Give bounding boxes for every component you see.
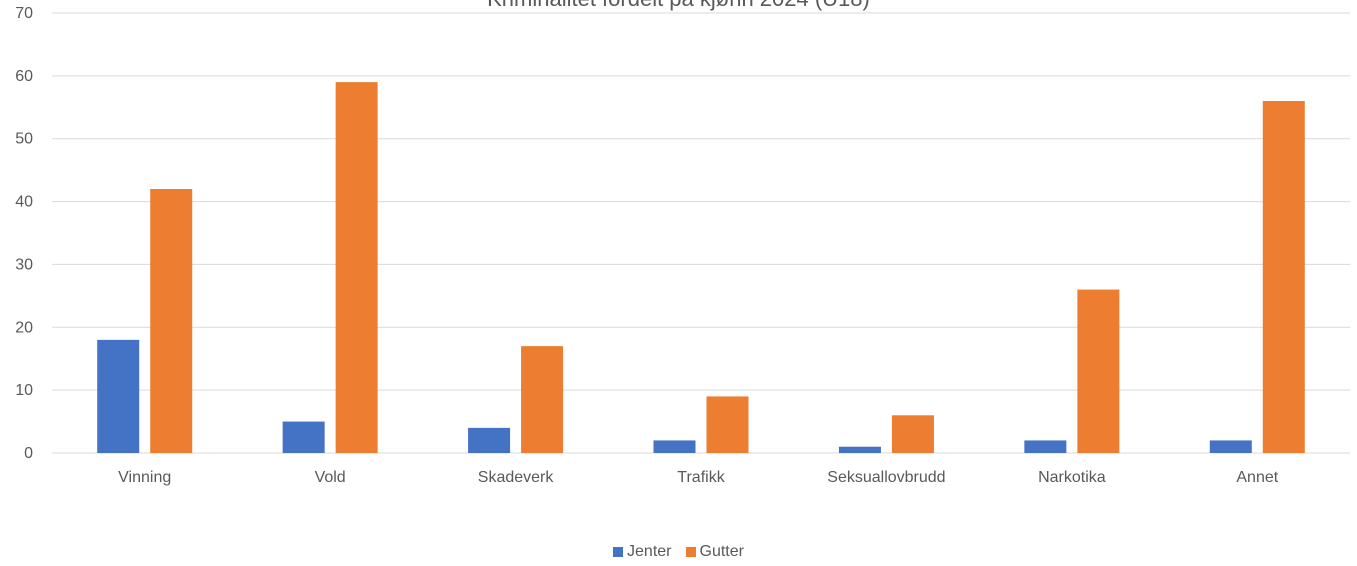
y-tick-label: 50 (15, 131, 33, 148)
x-category-label: Annet (1236, 469, 1278, 486)
bar-gutter-skadeverk (521, 346, 564, 453)
bar-gutter-vinning (150, 189, 193, 453)
y-tick-label: 20 (15, 319, 33, 336)
x-category-label: Vinning (118, 469, 171, 486)
bar-jenter-narkotika (1024, 440, 1067, 453)
legend-swatch-gutter (685, 547, 696, 557)
x-category-label: Seksuallovbrudd (827, 469, 945, 486)
bar-gutter-trafikk (706, 396, 749, 453)
x-category-label: Skadeverk (478, 469, 555, 486)
legend-item-jenter: Jenter (613, 543, 672, 561)
y-tick-label: 60 (15, 68, 33, 85)
bar-jenter-vold (282, 421, 325, 453)
legend-swatch-jenter (613, 547, 624, 557)
legend: Jenter Gutter (0, 543, 1357, 561)
legend-label-jenter: Jenter (627, 543, 672, 560)
y-tick-label: 70 (15, 5, 33, 22)
legend-item-gutter: Gutter (685, 543, 744, 561)
bar-jenter-skadeverk (468, 427, 511, 453)
bar-gutter-vold (335, 82, 378, 454)
chart-title: Kriminalitet fordelt på kjønn 2024 (U18) (0, 0, 1357, 12)
y-tick-label: 0 (24, 445, 33, 462)
bar-gutter-narkotika (1077, 289, 1120, 453)
x-category-label: Narkotika (1038, 469, 1106, 486)
y-tick-label: 40 (15, 194, 33, 211)
bar-jenter-trafikk (653, 440, 696, 453)
bar-jenter-annet (1209, 440, 1252, 453)
y-tick-label: 30 (15, 256, 33, 273)
y-tick-label: 10 (15, 382, 33, 399)
bar-jenter-vinning (97, 339, 140, 453)
bar-gutter-seksuallovbrudd (891, 415, 934, 453)
x-category-label: Vold (315, 469, 346, 486)
bar-jenter-seksuallovbrudd (838, 446, 881, 453)
bar-gutter-annet (1262, 101, 1305, 453)
legend-label-gutter: Gutter (699, 543, 744, 560)
x-category-label: Trafikk (677, 469, 725, 486)
